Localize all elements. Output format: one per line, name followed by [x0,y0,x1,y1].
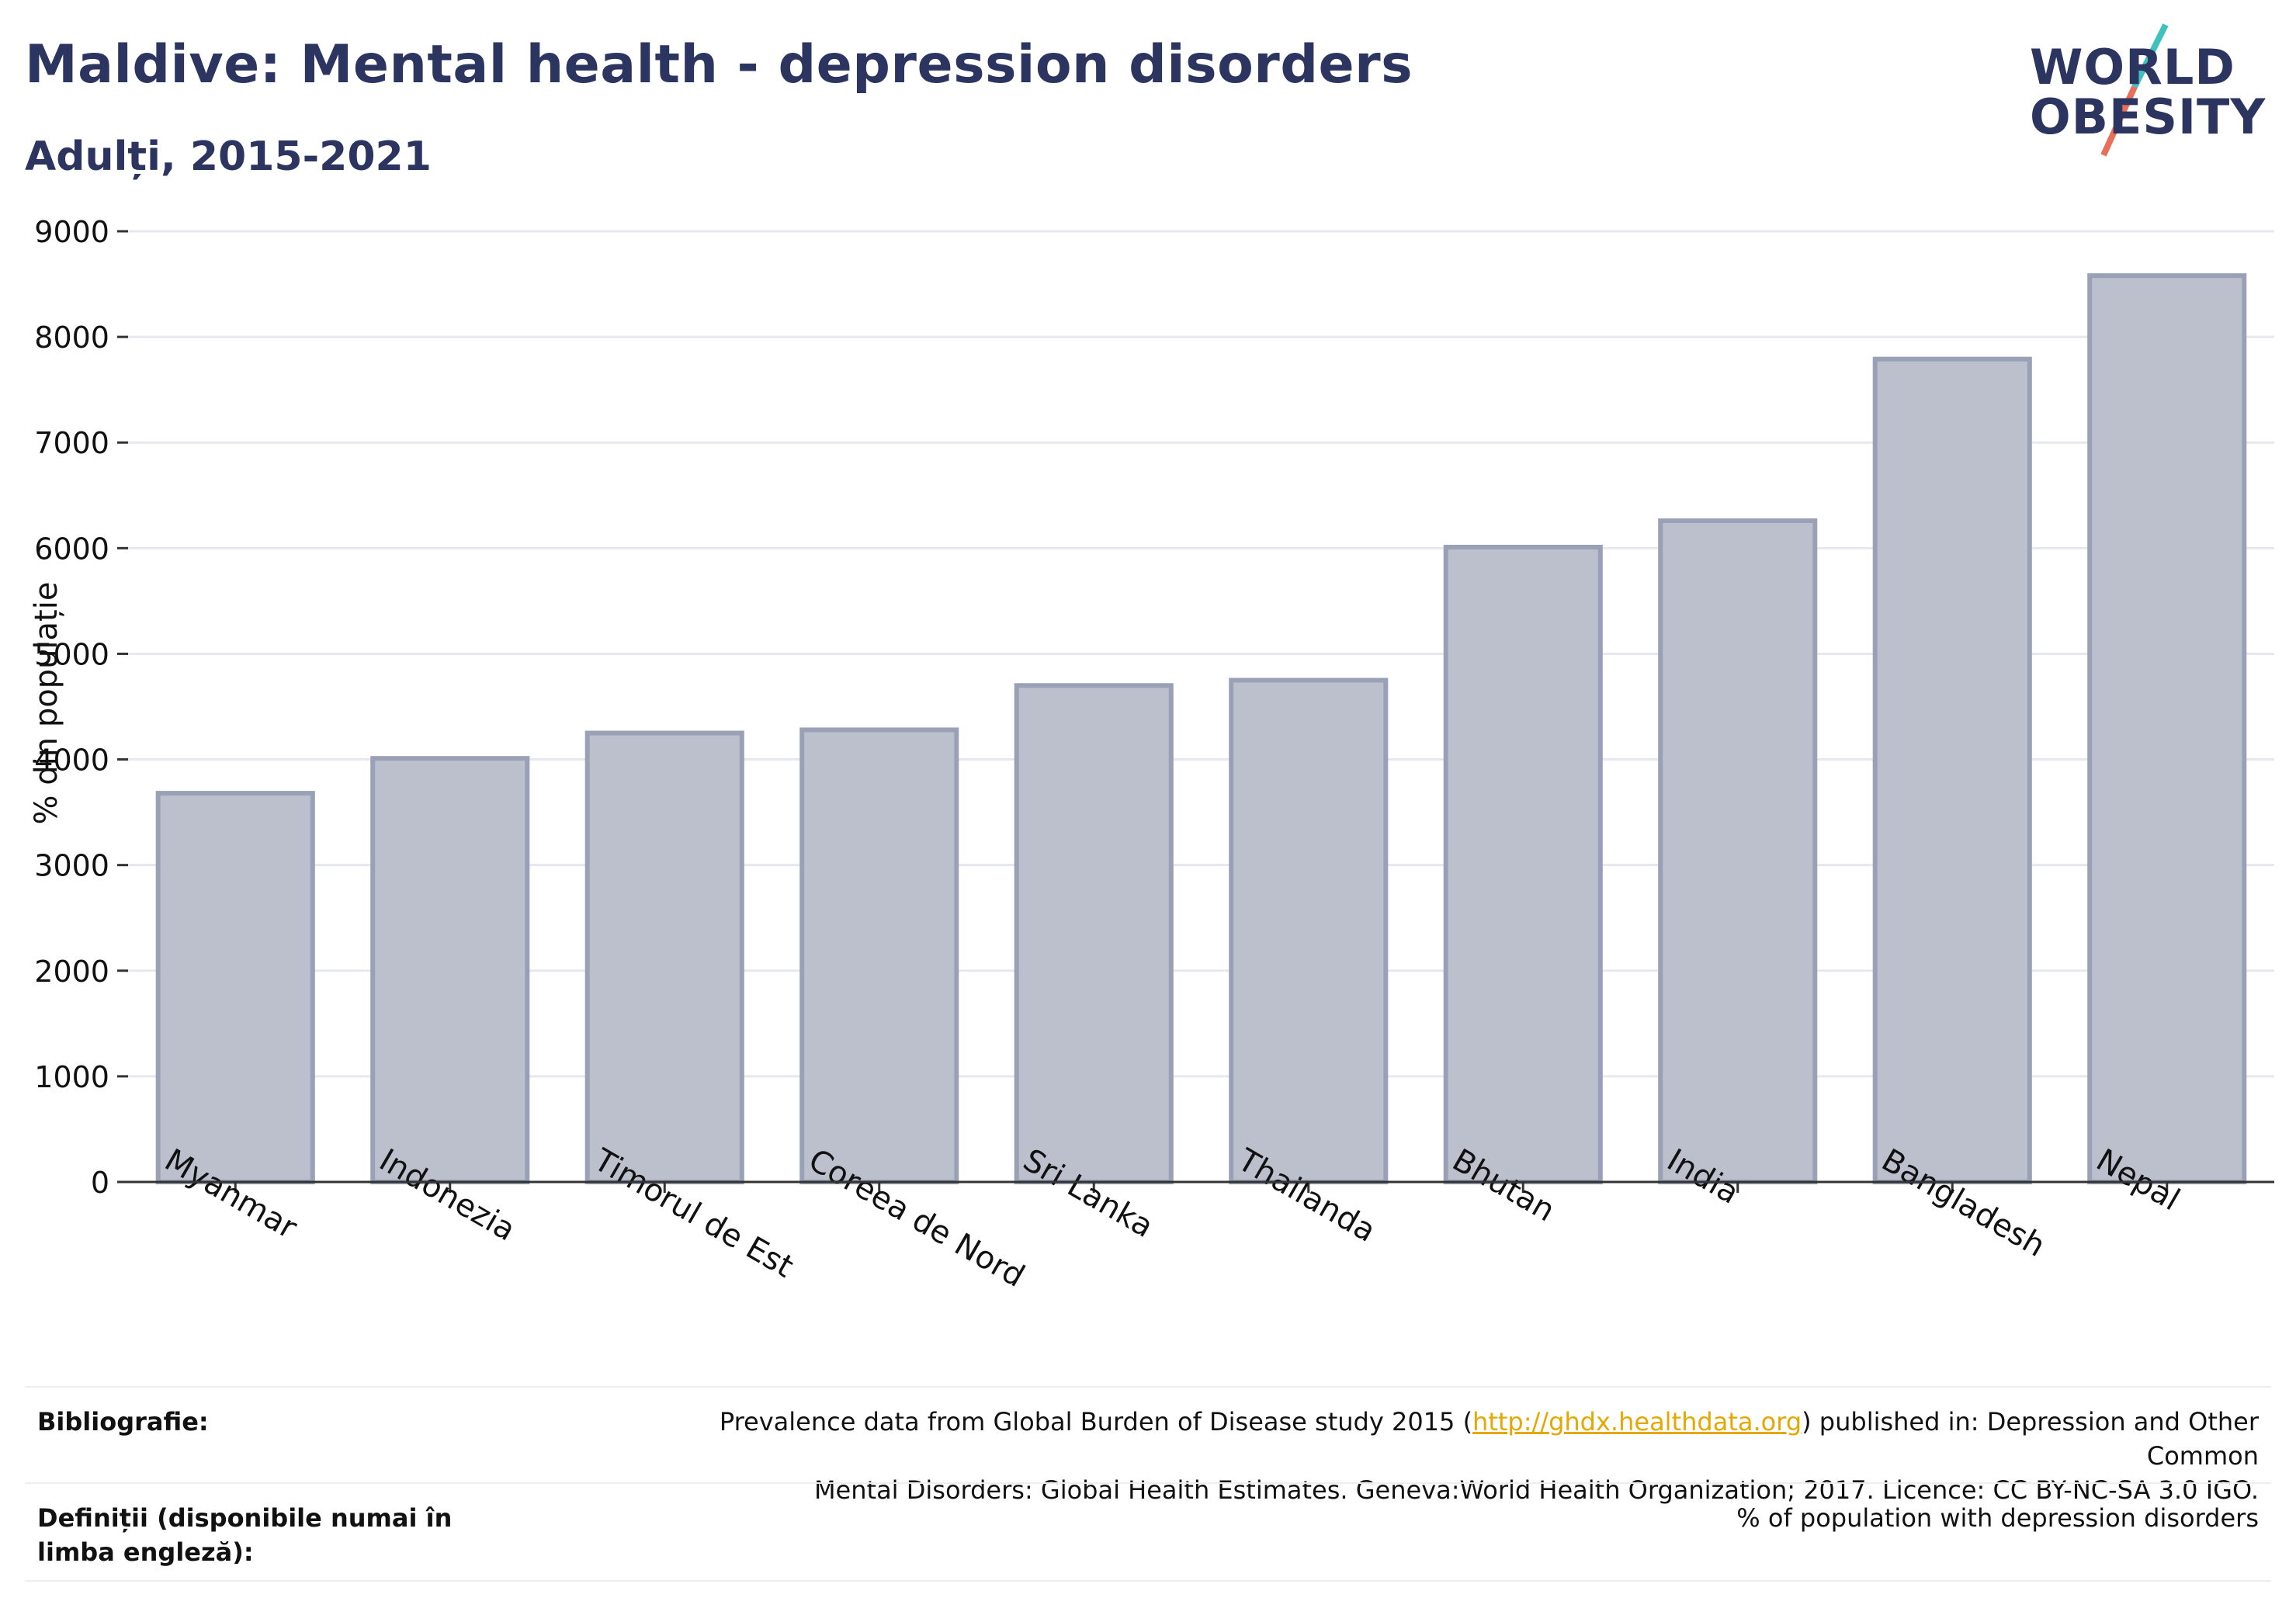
bibliography-link[interactable]: http://ghdx.healthdata.org [1472,1407,1802,1437]
footer-divider [25,1580,2271,1582]
definitions-label: Definiții (disponibile numai în limba en… [37,1503,453,1567]
bar [370,756,530,1184]
bibliography-text-line2: Mental Disorders: Global Health Estimate… [813,1475,2259,1505]
y-tick-label: 9000 [34,215,109,249]
y-tick-label: 6000 [34,532,109,566]
y-tick-label: 4000 [34,743,109,778]
bar [1014,683,1174,1184]
logo-slash-icon [2100,23,2169,157]
world-obesity-logo: WORLD OBESITY [2018,23,2282,163]
y-tick-label: 5000 [34,637,109,671]
bibliography-text: Prevalence data from Global Burden of Di… [706,1405,2259,1507]
bar [155,791,315,1184]
bibliography-text-post: ) published in: Depression and Other Com… [1802,1407,2259,1471]
bar [1872,356,2032,1184]
bar [1229,678,1389,1184]
bar [584,730,744,1184]
logo-line-1: WORLD [2030,39,2235,95]
y-tick-label: 3000 [34,849,109,883]
definitions-text: % of population with depression disorder… [1736,1503,2259,1533]
page-subtitle: Adulți, 2015-2021 [25,133,432,180]
y-tick-label: 1000 [34,1060,109,1094]
footer-divider [25,1482,2271,1484]
y-tick-label: 2000 [34,955,109,989]
bar [1443,544,1603,1184]
bar-chart: 0100020003000400050006000700080009000Mya… [34,215,2274,1294]
bar [1658,518,1818,1184]
bibliography-row: Bibliografie: Prevalence data from Globa… [25,1397,2271,1505]
definitions-row: Definiții (disponibile numai în limba en… [25,1492,2271,1577]
y-tick-label: 8000 [34,321,109,355]
y-axis-label: % din populație [29,581,64,825]
y-tick-label: 7000 [34,426,109,460]
bibliography-label: Bibliografie: [37,1407,209,1437]
footer-divider [25,1386,2271,1388]
logo-line-2: OBESITY [2030,88,2267,145]
page-title: Maldive: Mental health - depression diso… [25,34,1413,95]
bibliography-text-pre: Prevalence data from Global Burden of Di… [719,1407,1473,1437]
bar [799,727,959,1184]
y-tick-label: 0 [91,1166,109,1200]
bar [2087,273,2247,1185]
